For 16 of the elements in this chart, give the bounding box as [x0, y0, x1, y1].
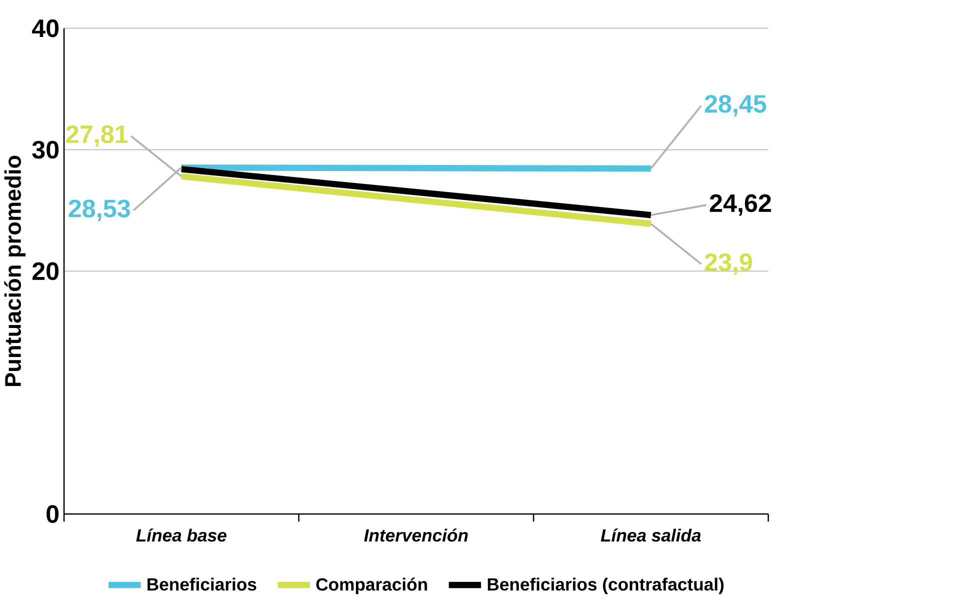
legend-label: Beneficiarios (contrafactual) — [488, 578, 724, 594]
data-label: 27,81 — [66, 126, 128, 147]
legend-label: Beneficiarios — [148, 578, 256, 591]
y-tick-label: 40 — [32, 20, 59, 38]
data-label: 28,53 — [68, 200, 130, 222]
y-tick-label: 0 — [46, 505, 59, 524]
y-axis-title: Puntuación promedio — [4, 156, 26, 386]
y-tick-label: 20 — [32, 262, 59, 280]
data-label: 28,45 — [704, 95, 766, 117]
y-tick-label: 30 — [32, 140, 59, 159]
legend-label: Comparación — [316, 578, 427, 594]
x-tick-label: Intervención — [364, 528, 468, 542]
data-label: 23,9 — [704, 254, 752, 275]
x-tick-label: Línea base — [136, 528, 226, 542]
x-tick-label: Línea salida — [600, 528, 701, 542]
data-label: 24,62 — [710, 194, 771, 216]
